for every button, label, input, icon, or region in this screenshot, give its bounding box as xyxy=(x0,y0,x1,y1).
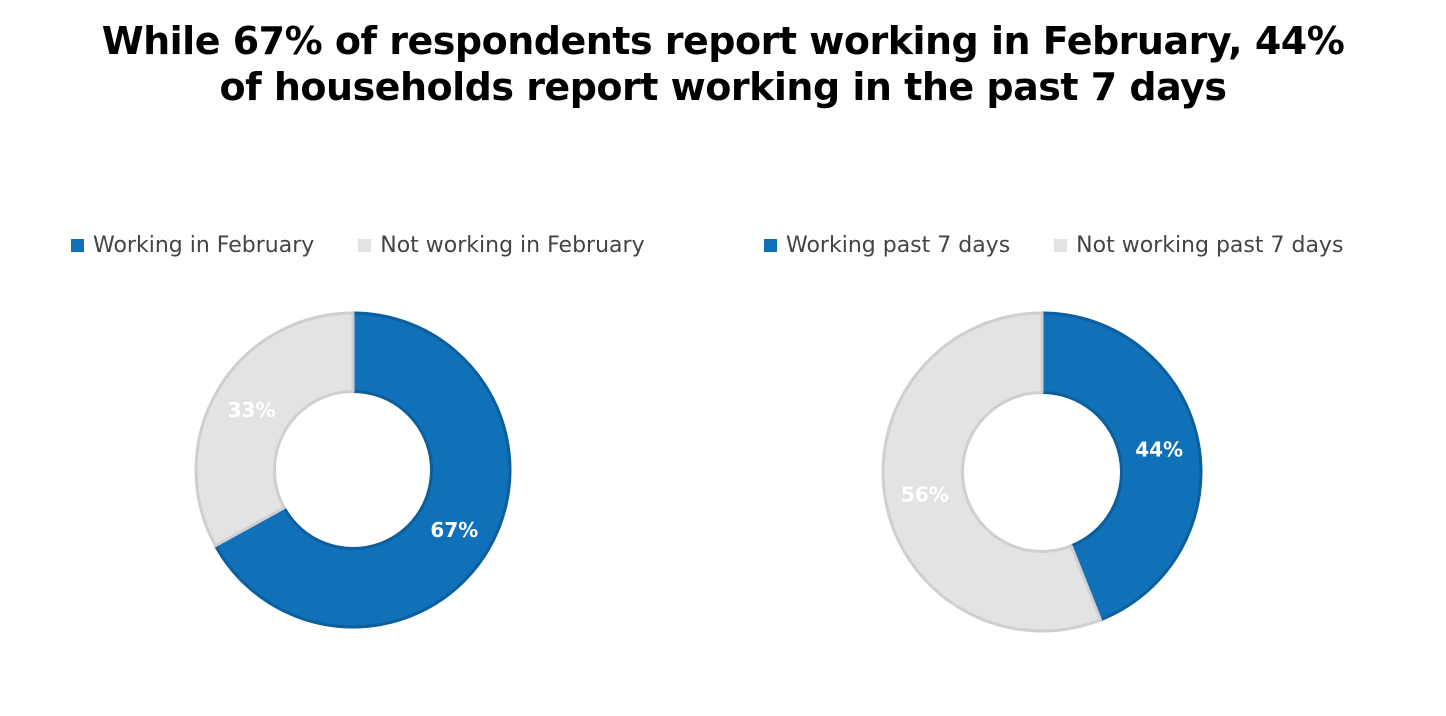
data-label-working-past-7-days: 44% xyxy=(1135,438,1183,462)
chart-title: While 67% of respondents report working … xyxy=(0,18,1446,110)
legend-february: Working in February Not working in Febru… xyxy=(71,230,645,260)
legend-item-working-february: Working in February xyxy=(71,233,314,258)
legend-label-working-past-7-days: Working past 7 days xyxy=(786,232,1011,258)
legend-swatch-working-past-7-days xyxy=(764,238,777,252)
donut-slice-not-working-past-7-days xyxy=(881,311,1103,633)
legend-swatch-not-working-past-7-days xyxy=(1054,238,1068,252)
data-label-not-working-past-7-days: 56% xyxy=(901,482,949,506)
donut-slice-working-february xyxy=(213,311,512,629)
legend-item-working-past-7-days: Working past 7 days xyxy=(764,233,1010,258)
legend-swatch-not-working-february xyxy=(358,238,372,252)
chart-title-line-2: of households report working in the past… xyxy=(219,65,1227,109)
donut-chart-past-7-days: 44% 56% xyxy=(881,311,1203,633)
donut-chart-february: 67% 33% xyxy=(194,311,512,629)
legend-past-7-days: Working past 7 days Not working past 7 d… xyxy=(764,230,1343,260)
data-label-not-working-february: 33% xyxy=(228,398,276,422)
legend-label-not-working-past-7-days: Not working past 7 days xyxy=(1076,232,1344,258)
donut-slice-not-working-february xyxy=(194,311,355,548)
legend-swatch-working-february xyxy=(71,238,84,252)
chart-title-line-1: While 67% of respondents report working … xyxy=(101,19,1345,63)
legend-item-not-working-past-7-days: Not working past 7 days xyxy=(1054,233,1343,258)
donut-slice-working-past-7-days xyxy=(1040,311,1203,622)
data-label-working-february: 67% xyxy=(430,518,478,542)
legend-item-not-working-february: Not working in February xyxy=(358,232,645,258)
legend-label-not-working-february: Not working in February xyxy=(380,232,645,258)
legend-label-working-february: Working in February xyxy=(93,232,315,258)
